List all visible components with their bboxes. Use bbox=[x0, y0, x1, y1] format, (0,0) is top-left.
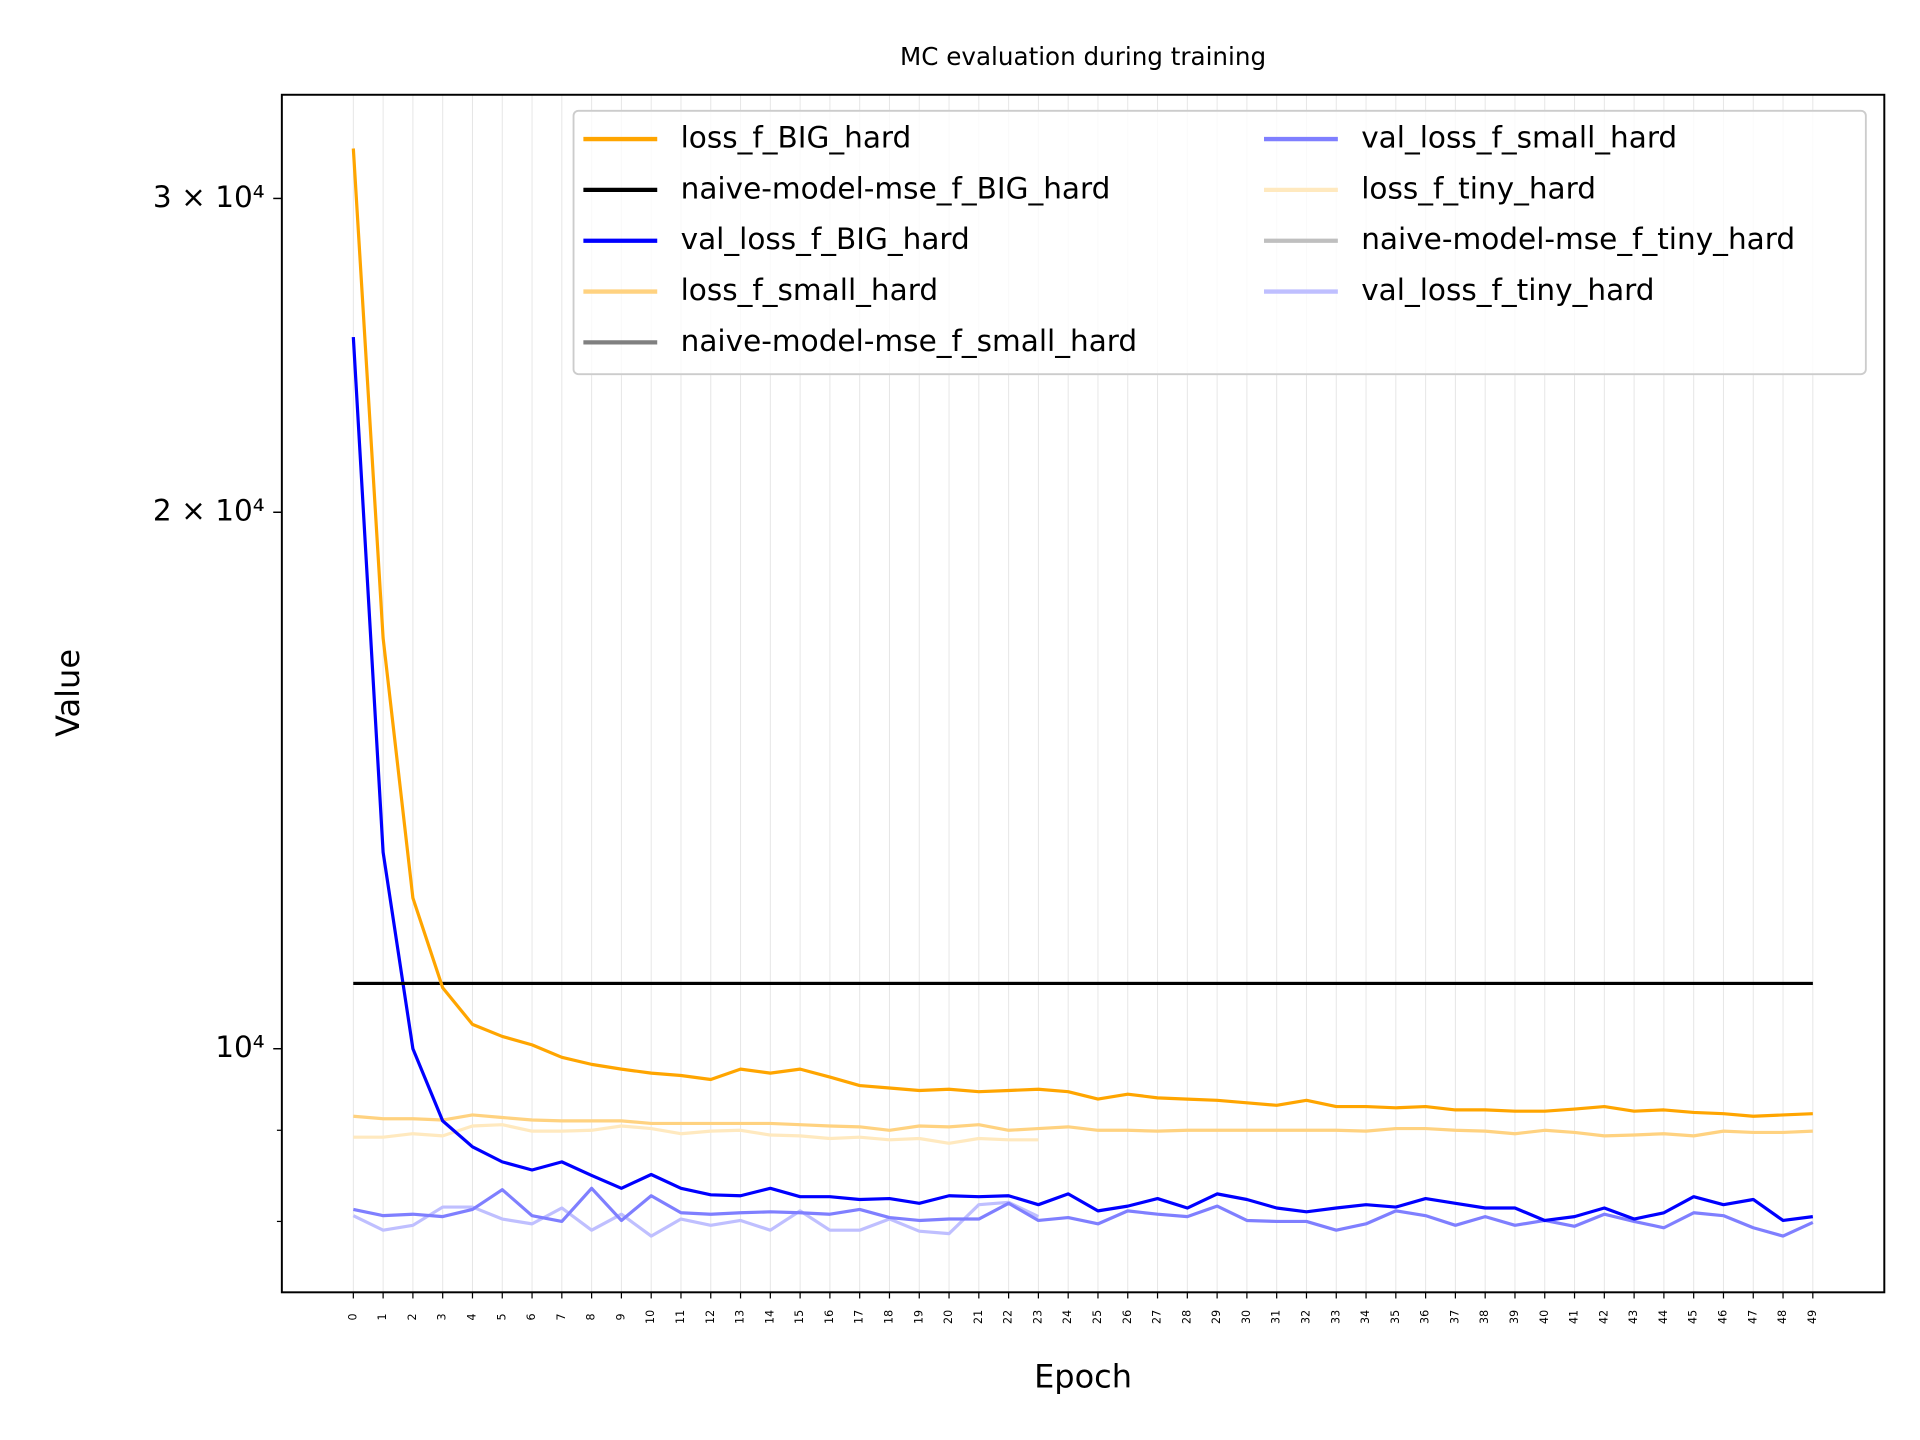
x-tick-label: 7 bbox=[555, 1313, 568, 1320]
legend-label: val_loss_f_small_hard bbox=[1361, 121, 1677, 155]
x-tick-label: 32 bbox=[1299, 1310, 1312, 1324]
x-tick-label: 19 bbox=[912, 1310, 925, 1324]
x-tick-label: 30 bbox=[1240, 1310, 1253, 1324]
x-tick-label: 31 bbox=[1270, 1310, 1283, 1324]
y-tick-label: 10⁴ bbox=[215, 1030, 264, 1064]
x-tick-label: 29 bbox=[1210, 1310, 1223, 1324]
x-tick-label: 14 bbox=[763, 1310, 776, 1324]
x-tick-label: 46 bbox=[1716, 1310, 1729, 1324]
x-tick-label: 24 bbox=[1061, 1310, 1074, 1324]
x-tick-label: 15 bbox=[793, 1310, 806, 1324]
x-tick-label: 10 bbox=[644, 1310, 657, 1324]
x-tick-label: 3 bbox=[436, 1313, 449, 1320]
x-tick-label: 33 bbox=[1329, 1310, 1342, 1324]
x-tick-label: 36 bbox=[1419, 1310, 1432, 1324]
series-line bbox=[352, 1200, 1040, 1238]
x-tick-label: 2 bbox=[406, 1313, 419, 1320]
legend-label: loss_f_small_hard bbox=[681, 273, 938, 307]
series-line bbox=[353, 1186, 1814, 1238]
legend-box bbox=[572, 109, 1867, 376]
x-tick-label: 23 bbox=[1031, 1310, 1044, 1324]
x-tick-label: 6 bbox=[525, 1313, 538, 1320]
x-tick-label: 28 bbox=[1180, 1310, 1193, 1324]
legend-label: naive-model-mse_f_tiny_hard bbox=[1361, 222, 1795, 256]
legend-label: naive-model-mse_f_BIG_hard bbox=[681, 171, 1111, 205]
x-tick-label: 49 bbox=[1806, 1310, 1819, 1324]
x-tick-label: 21 bbox=[972, 1310, 985, 1324]
x-tick-label: 9 bbox=[614, 1313, 627, 1320]
x-tick-label: 17 bbox=[853, 1310, 866, 1324]
plot-frame bbox=[280, 93, 1886, 1294]
x-tick-label: 0 bbox=[346, 1313, 359, 1320]
x-tick-label: 38 bbox=[1478, 1310, 1491, 1324]
x-tick-label: 20 bbox=[942, 1310, 955, 1324]
x-tick-label: 22 bbox=[1002, 1310, 1015, 1324]
x-tick-label: 25 bbox=[1091, 1310, 1104, 1324]
series-line bbox=[353, 1113, 1813, 1138]
x-tick-label: 37 bbox=[1448, 1310, 1461, 1324]
x-tick-label: 40 bbox=[1538, 1310, 1551, 1324]
x-tick-label: 4 bbox=[465, 1313, 478, 1320]
x-tick-label: 43 bbox=[1627, 1310, 1640, 1324]
x-tick-label: 12 bbox=[704, 1310, 717, 1324]
series-line bbox=[351, 148, 1813, 1118]
legend-label: naive-model-mse_f_small_hard bbox=[681, 324, 1138, 358]
x-axis-label: Epoch bbox=[1034, 1357, 1132, 1395]
x-tick-label: 45 bbox=[1687, 1310, 1700, 1324]
x-tick-label: 41 bbox=[1568, 1310, 1581, 1324]
x-tick-label: 13 bbox=[734, 1310, 747, 1324]
legend-label: val_loss_f_BIG_hard bbox=[681, 222, 970, 256]
x-tick-label: 26 bbox=[1121, 1310, 1134, 1324]
x-tick-label: 11 bbox=[674, 1310, 687, 1324]
x-tick-label: 1 bbox=[376, 1313, 389, 1320]
x-tick-label: 35 bbox=[1389, 1310, 1402, 1324]
x-tick-label: 18 bbox=[882, 1310, 895, 1324]
y-tick-label: 2 × 10⁴ bbox=[153, 494, 265, 528]
x-tick-label: 48 bbox=[1776, 1310, 1789, 1324]
x-tick-label: 27 bbox=[1151, 1310, 1164, 1324]
legend-label: loss_f_BIG_hard bbox=[681, 121, 912, 155]
chart-title: MC evaluation during training bbox=[900, 42, 1266, 71]
legend: loss_f_BIG_hard naive-model-mse_f_BIG_har… bbox=[572, 109, 1867, 376]
x-tick-label: 5 bbox=[495, 1313, 508, 1320]
series-line bbox=[353, 1123, 1039, 1145]
x-tick-label: 44 bbox=[1657, 1310, 1670, 1324]
x-tick-label: 42 bbox=[1597, 1310, 1610, 1324]
x-tick-label: 8 bbox=[585, 1313, 598, 1320]
x-tick-label: 16 bbox=[823, 1310, 836, 1324]
x-tick-label: 34 bbox=[1359, 1310, 1372, 1324]
legend-label: loss_f_tiny_hard bbox=[1361, 171, 1596, 205]
y-tick-label: 3 × 10⁴ bbox=[153, 180, 265, 214]
legend-label: val_loss_f_tiny_hard bbox=[1361, 273, 1654, 307]
x-tick-label: 47 bbox=[1746, 1310, 1759, 1324]
y-axis-label: Value bbox=[49, 649, 87, 737]
x-tick-label: 39 bbox=[1508, 1310, 1521, 1324]
series-line bbox=[351, 336, 1814, 1223]
